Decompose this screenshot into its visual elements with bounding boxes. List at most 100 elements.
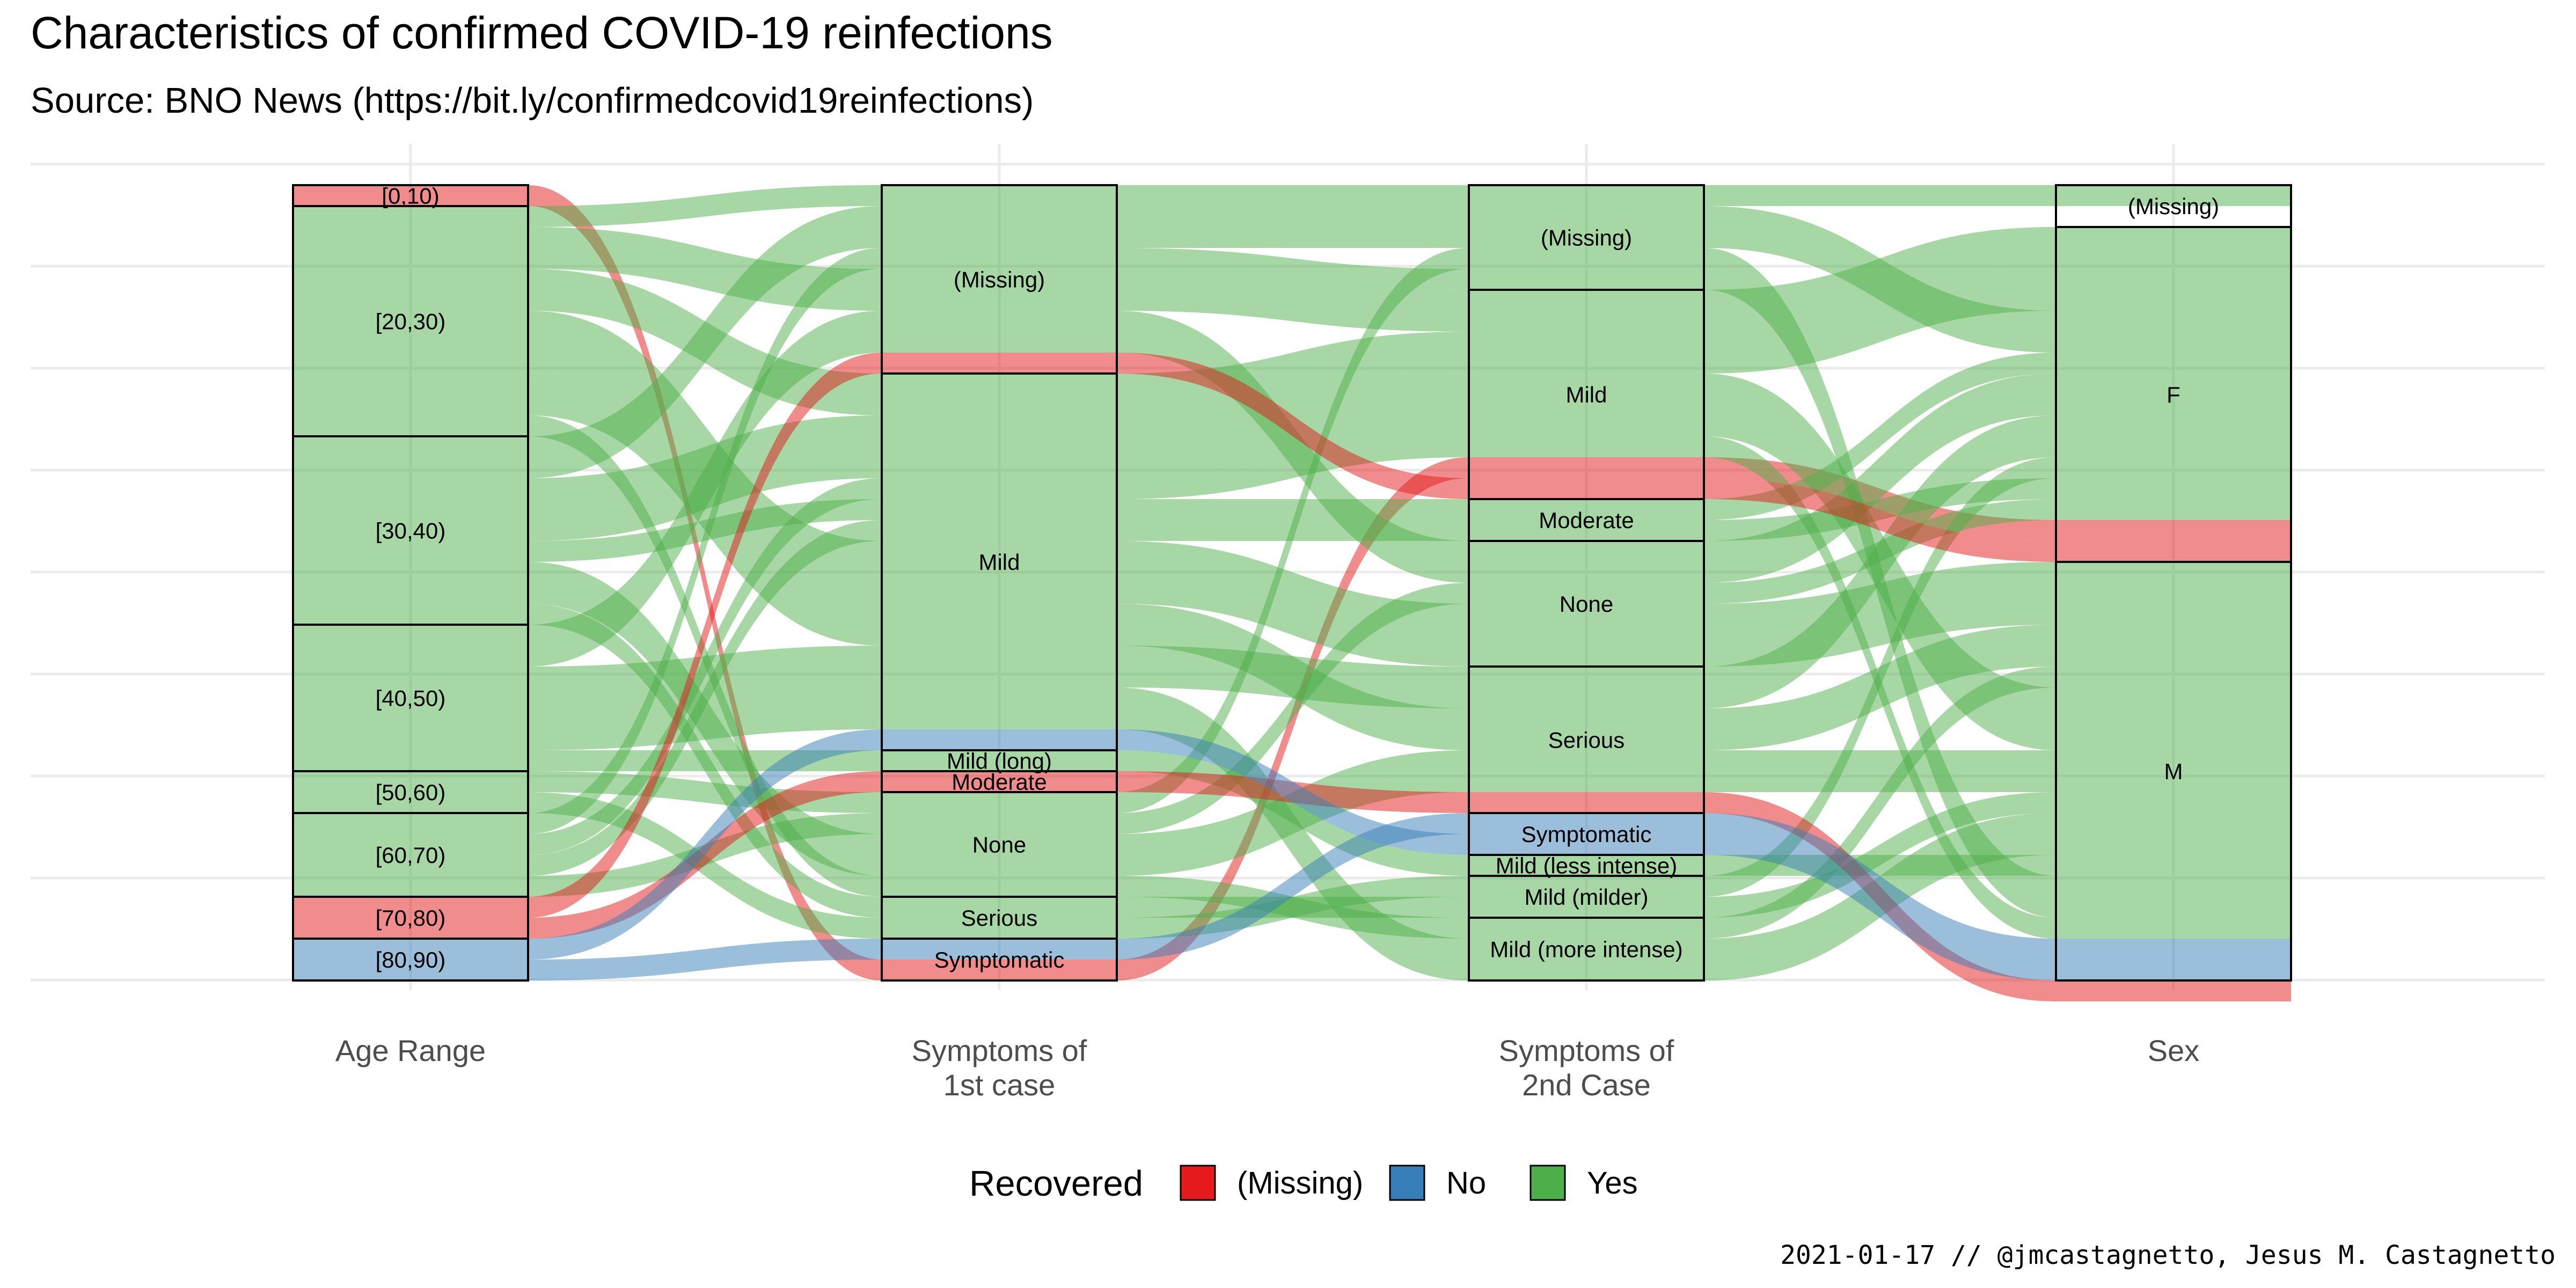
flow-yes <box>1117 436 1469 499</box>
flow-segment-yes <box>882 311 1117 353</box>
flow-yes <box>528 248 882 834</box>
flow-segment-missing <box>882 960 1117 980</box>
legend-label-no: No <box>1446 1166 1486 1201</box>
strata: [0,10) [20,30) [30,40) [40,50) [50,60) [60,70… <box>292 184 2292 982</box>
flow-segment-yes <box>882 646 1117 687</box>
flow-segment-yes <box>882 269 1117 311</box>
flow-segment-yes <box>2056 687 2291 750</box>
stratum-label-age: [0,10) <box>382 184 439 209</box>
flow-yes <box>528 687 882 750</box>
flow-segment-no <box>882 939 1117 960</box>
flow-segment-yes <box>293 708 528 750</box>
stratum-label-sym2: Mild (more intense) <box>1490 937 1682 962</box>
flow-segment-yes <box>2056 311 2291 353</box>
legend-label-missing: (Missing) <box>1237 1166 1363 1201</box>
flow-no <box>1117 813 1469 960</box>
stratum-label-sym1: Mild (long) <box>947 749 1052 774</box>
flow-yes <box>1117 206 1469 248</box>
flow-segment-yes <box>2056 457 2291 478</box>
flow-segment-yes <box>882 792 1117 813</box>
flow-segment-yes <box>293 227 528 269</box>
flow-segment-yes <box>2056 625 2291 667</box>
chart-subtitle: Source: BNO News (https://bit.ly/confirm… <box>31 80 1034 121</box>
flow-missing <box>528 353 882 918</box>
flow-yes <box>1117 646 1469 708</box>
flow-yes <box>1117 499 1469 520</box>
flow-segment-yes <box>882 520 1117 541</box>
flow-segment-yes <box>293 562 528 604</box>
stratum-label-age: [50,60) <box>376 780 446 805</box>
flow-segment-yes <box>2056 478 2291 499</box>
flow-yes <box>528 520 882 876</box>
flow-no <box>528 939 882 980</box>
flow-segment-yes <box>1469 708 1704 750</box>
flow-segment-yes <box>293 813 528 834</box>
stratum-label-sym2: Serious <box>1548 728 1624 753</box>
flow-segment-yes <box>293 436 528 478</box>
stratum-sym2-mild-more-intense <box>1468 917 1705 982</box>
flows <box>293 185 2291 1001</box>
chart-caption: 2021-01-17 // @jmcastagnetto, Jesus M. C… <box>1780 1240 2556 1270</box>
flow-segment-yes <box>293 415 528 436</box>
stratum-label-sym1: Moderate <box>952 770 1046 795</box>
stratum-age-80-90 <box>292 938 529 982</box>
stratum-label-sym1: (Missing) <box>954 267 1045 292</box>
flow-segment-yes <box>882 478 1117 499</box>
stratum-label-sym1: Symptomatic <box>934 947 1065 972</box>
flow-segment-yes <box>293 771 528 792</box>
axis-label-sym1: Symptoms of <box>912 1034 1087 1067</box>
stratum-sym1-symptomatic <box>881 938 1118 982</box>
flow-segment-missing <box>2056 520 2291 541</box>
flow-yes <box>528 185 882 227</box>
flow-segment-no <box>2056 939 2291 960</box>
flow-segment-no <box>1469 834 1704 855</box>
axis-label-sym2: 2nd Case <box>1522 1068 1651 1102</box>
flow-segment-yes <box>1469 374 1704 436</box>
flow-segment-no <box>2056 960 2291 980</box>
flow-segment-yes <box>1469 248 1704 269</box>
flow-segment-yes <box>882 876 1117 897</box>
flow-yes <box>528 206 882 478</box>
flow-segment-yes <box>293 541 528 562</box>
flow-yes <box>528 311 882 667</box>
flow-yes <box>1704 436 2056 939</box>
flow-segment-yes <box>882 687 1117 729</box>
flow-segment-yes <box>1469 499 1704 520</box>
flow-segment-yes <box>2056 374 2291 415</box>
flow-segment-yes <box>2056 499 2291 520</box>
flow-segment-yes <box>1469 436 1704 457</box>
flow-segment-yes <box>293 792 528 813</box>
flow-segment-yes <box>1469 185 1704 206</box>
flow-segment-yes <box>2056 667 2291 687</box>
flow-yes <box>1704 185 2056 206</box>
stratum-label-sym2: Mild <box>1565 382 1607 407</box>
legend: Recovered (Missing) No Yes <box>969 1163 1638 1204</box>
flow-yes <box>1117 248 1469 290</box>
flow-segment-yes <box>882 918 1117 939</box>
flow-segment-yes <box>293 374 528 415</box>
flow-yes <box>1117 185 1469 206</box>
flow-no <box>1704 834 2056 980</box>
flow-yes <box>1704 206 2056 353</box>
flow-no <box>1704 813 2056 960</box>
flow-yes <box>1704 353 2056 520</box>
flow-segment-yes <box>293 625 528 667</box>
stratum-label-sym2: Mild (less intense) <box>1496 853 1677 879</box>
flow-segment-yes <box>1469 918 1704 939</box>
flow-segment-no <box>882 729 1117 750</box>
flow-segment-no <box>293 939 528 960</box>
flow-segment-yes <box>2056 562 2291 625</box>
flow-segment-yes <box>2056 792 2291 813</box>
stratum-sex-m <box>2055 561 2292 982</box>
flow-segment-yes <box>1469 897 1704 918</box>
flow-segment-yes <box>882 541 1117 604</box>
flow-segment-missing <box>293 897 528 918</box>
flow-segment-yes <box>1469 541 1704 583</box>
flow-segment-yes <box>2056 876 2291 897</box>
flow-no <box>528 729 882 960</box>
flow-yes <box>1704 750 2056 792</box>
flow-yes <box>528 227 882 311</box>
flow-yes <box>1117 876 1469 939</box>
flow-yes <box>1117 520 1469 541</box>
